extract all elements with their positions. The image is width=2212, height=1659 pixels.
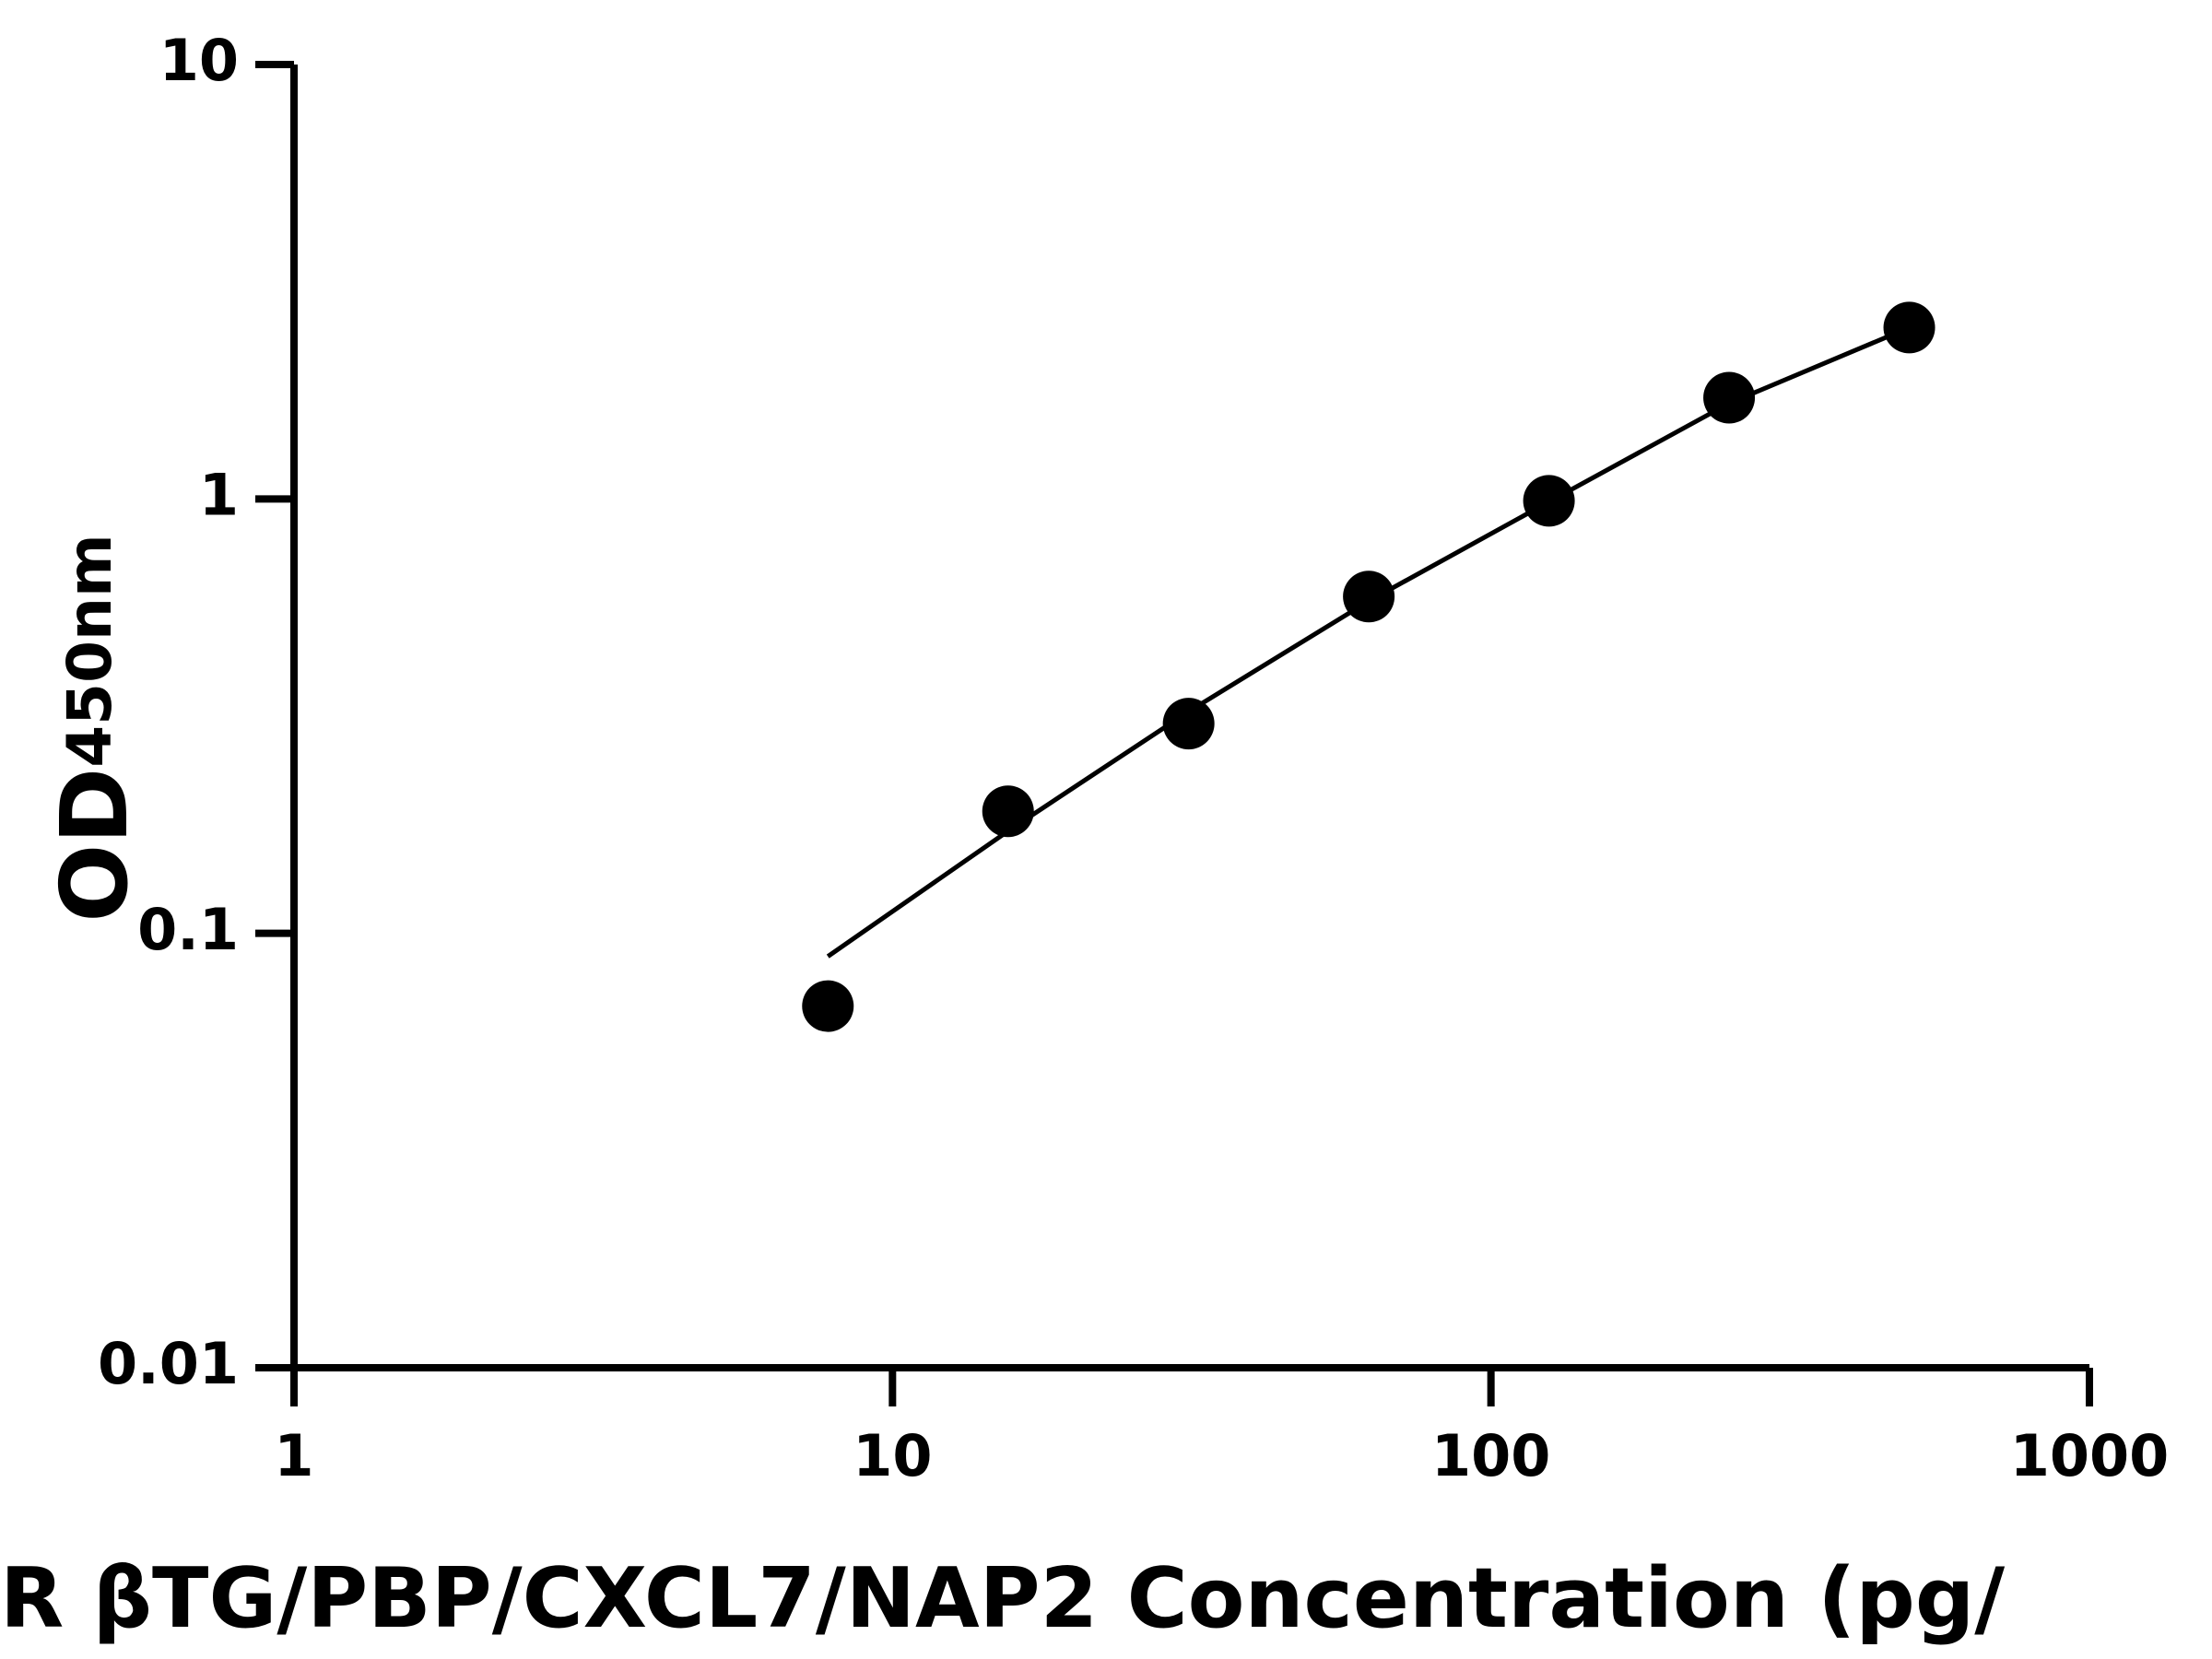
data-point <box>1883 301 1936 354</box>
data-point <box>802 980 854 1032</box>
y-tick-label: 10 <box>159 27 239 94</box>
x-tick-label: 1000 <box>2010 1422 2170 1489</box>
data-point <box>982 785 1034 838</box>
fit-curve <box>826 325 1911 959</box>
y-axis-label: OD <box>41 768 148 923</box>
x-tick-label: 100 <box>1431 1422 1550 1489</box>
y-tick-label: 0.01 <box>98 1330 239 1397</box>
y-tick-label: 1 <box>199 461 239 528</box>
data-point <box>1703 371 1756 424</box>
x-tick-label: 1 <box>274 1422 313 1489</box>
data-point <box>1523 475 1575 527</box>
x-tick-label: 10 <box>853 1422 932 1489</box>
y-axis-label-sub: 450nm <box>54 534 125 768</box>
data-point <box>1162 698 1215 750</box>
data-point <box>1343 571 1395 623</box>
y-axis-label-group: OD450nm <box>41 534 148 923</box>
y-tick-label: 0.1 <box>137 896 239 963</box>
x-axis-label: R βTG/PBP/CXCL7/NAP2 Concentration (pg/ <box>0 1550 2005 1647</box>
